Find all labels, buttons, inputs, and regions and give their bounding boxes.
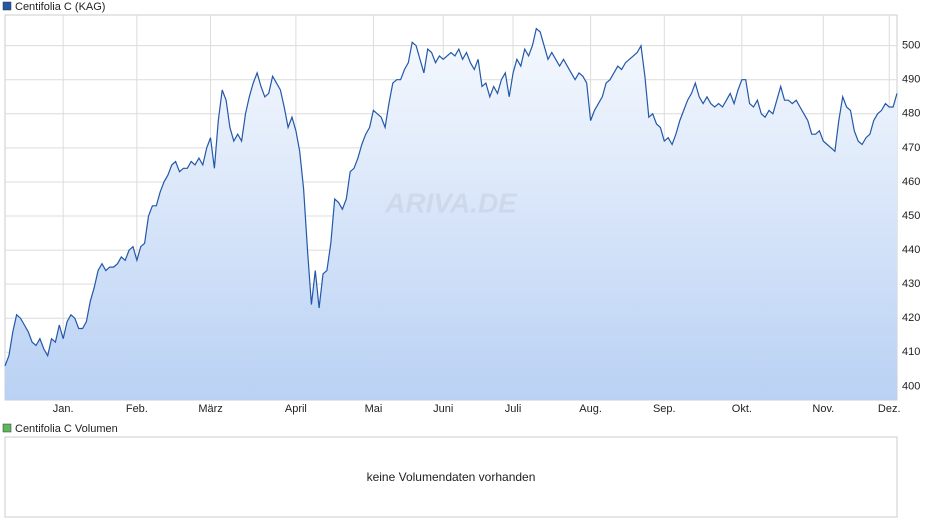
- y-tick-label: 500: [902, 40, 920, 52]
- legend-swatch: [2, 423, 12, 433]
- x-tick-label: Aug.: [579, 403, 602, 415]
- x-tick-label: Dez.: [878, 403, 901, 415]
- volume-frame: [4, 436, 898, 518]
- x-tick-label: April: [285, 403, 307, 415]
- y-tick-label: 470: [902, 142, 920, 154]
- volume-message: keine Volumendaten vorhanden: [367, 470, 536, 484]
- y-tick-label: 480: [902, 108, 920, 120]
- x-tick-label: Okt.: [732, 403, 752, 415]
- x-tick-label: Feb.: [126, 403, 148, 415]
- area-fill: [5, 28, 897, 400]
- y-tick-label: 420: [902, 312, 920, 324]
- x-tick-label: Jan.: [53, 403, 74, 415]
- x-tick-label: Sep.: [653, 403, 676, 415]
- x-tick-label: Nov.: [812, 403, 834, 415]
- y-tick-label: 460: [902, 176, 920, 188]
- y-tick-label: 410: [902, 346, 920, 358]
- x-tick-label: März: [198, 403, 222, 415]
- y-tick-label: 450: [902, 210, 920, 222]
- y-tick-label: 430: [902, 278, 920, 290]
- y-tick-label: 440: [902, 244, 920, 256]
- y-tick-label: 400: [902, 380, 920, 392]
- legend-label: Centifolia C (KAG): [15, 1, 105, 13]
- x-tick-label: Juni: [433, 403, 453, 415]
- legend-swatch: [2, 1, 12, 11]
- y-tick-label: 490: [902, 74, 920, 86]
- x-tick-label: Mai: [365, 403, 383, 415]
- x-tick-label: Juli: [505, 403, 522, 415]
- legend-label: Centifolia C Volumen: [15, 423, 118, 435]
- price-line: [4, 27, 898, 367]
- watermark: ARIVA.DE: [384, 187, 518, 218]
